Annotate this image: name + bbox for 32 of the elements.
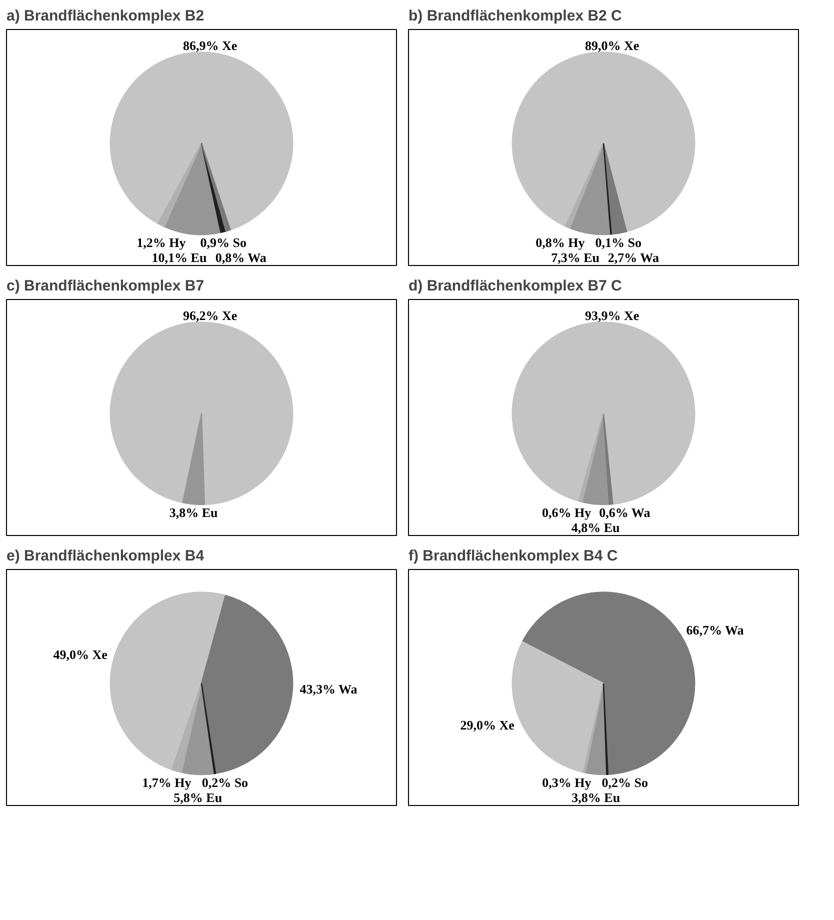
slice-label: 43,3% Wa <box>300 681 358 696</box>
slice-label: 0,9% So <box>200 235 247 250</box>
slice-label: 1,7% Hy <box>142 775 192 790</box>
slice-label: 0,8% Hy <box>536 235 586 250</box>
slice-label: 0,2% So <box>602 775 648 790</box>
slice-label: 86,9% Xe <box>183 38 238 53</box>
slice-label: 49,0% Xe <box>53 647 108 662</box>
slice-label: 1,2% Hy <box>136 235 186 250</box>
chart-title: e) Brandflächenkomplex B4 <box>6 548 205 564</box>
slice-label: 4,8% Eu <box>571 520 620 535</box>
slice-label: 0,6% Hy <box>542 505 592 520</box>
slice-label: 10,1% Eu <box>152 250 207 265</box>
slice-label: 0,8% Wa <box>215 250 267 265</box>
chart-title: b) Brandflächenkomplex B2 C <box>408 8 622 24</box>
slice-label: 5,8% Eu <box>174 790 222 805</box>
slice-label: 0,6% Wa <box>599 505 651 520</box>
slice-label: 0,2% So <box>202 775 248 790</box>
chart-title: d) Brandflächenkomplex B7 C <box>408 278 622 294</box>
slice-label: 3,8% Eu <box>169 505 218 520</box>
slice-label: 66,7% Wa <box>686 622 744 638</box>
slice-label: 96,2% Xe <box>183 308 238 323</box>
slice-label: 93,9% Xe <box>585 308 640 323</box>
chart-title: f) Brandflächenkomplex B4 C <box>408 548 618 564</box>
slice-label: 89,0% Xe <box>585 38 640 53</box>
chart-title: c) Brandflächenkomplex B7 <box>6 278 204 294</box>
slice-label: 3,8% Eu <box>572 790 620 805</box>
slice-label: 2,7% Wa <box>608 250 660 265</box>
slice-label: 7,3% Eu <box>551 250 600 265</box>
slice-label: 29,0% Xe <box>460 718 515 733</box>
chart-title: a) Brandflächenkomplex B2 <box>6 8 204 24</box>
slice-label: 0,3% Hy <box>542 775 592 790</box>
slice-label: 0,1% So <box>595 235 642 250</box>
